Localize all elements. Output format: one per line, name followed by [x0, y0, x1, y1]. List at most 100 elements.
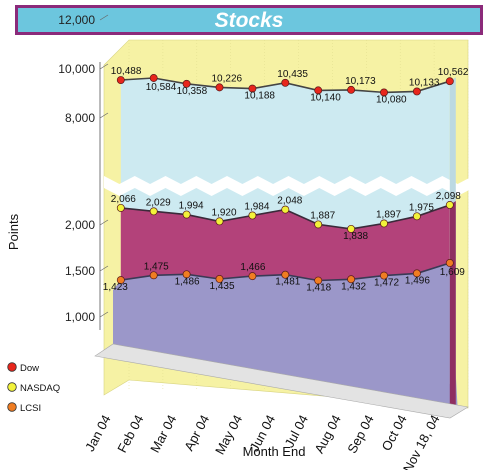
- data-label-lcsi: 1,472: [374, 278, 399, 289]
- y-tick-mark: [99, 265, 109, 272]
- legend-label-lcsi: LCSI: [20, 403, 41, 414]
- y-tick-label: 1,000: [65, 310, 95, 324]
- marker-nasdaq: [412, 212, 421, 221]
- data-label-nasdaq: 1,994: [179, 201, 204, 212]
- marker-lcsi: [215, 275, 224, 283]
- marker-dow: [380, 88, 388, 97]
- data-label-nasdaq: 1,920: [212, 207, 237, 218]
- marker-dow: [149, 74, 158, 82]
- y-tick-mark: [99, 63, 109, 70]
- marker-nasdaq: [281, 205, 290, 214]
- marker-dow: [116, 76, 125, 84]
- data-label-lcsi: 1,475: [144, 261, 169, 272]
- data-label-lcsi: 1,418: [306, 283, 331, 294]
- data-label-lcsi: 1,481: [275, 277, 300, 288]
- data-label-nasdaq: 1,838: [343, 231, 368, 242]
- lcsi-area: [113, 263, 458, 412]
- data-label-dow: 10,488: [111, 66, 142, 77]
- marker-lcsi: [347, 275, 356, 284]
- y-tick-label: 2,000: [65, 218, 95, 232]
- legend-marker-lcsi: [7, 402, 17, 412]
- x-tick-label: Feb 04: [114, 412, 146, 455]
- x-tick-label: Aug 04: [311, 412, 344, 455]
- data-label-nasdaq: 1,975: [409, 202, 434, 213]
- marker-nasdaq: [215, 217, 224, 226]
- x-tick-label: Sep 04: [344, 412, 377, 455]
- data-label-dow: 10,140: [310, 92, 341, 103]
- data-label-dow: 10,080: [376, 94, 407, 105]
- marker-nasdaq: [248, 211, 257, 220]
- marker-dow: [215, 83, 224, 92]
- data-label-lcsi: 1,432: [341, 281, 366, 292]
- data-label-nasdaq: 2,098: [436, 191, 461, 202]
- marker-dow: [347, 85, 356, 94]
- marker-lcsi: [314, 276, 323, 285]
- marker-nasdaq: [445, 201, 454, 209]
- marker-nasdaq: [149, 207, 158, 216]
- marker-nasdaq: [380, 219, 388, 228]
- data-label-lcsi: 1,423: [103, 282, 128, 293]
- x-tick-label: Apr 04: [181, 412, 212, 453]
- marker-dow: [445, 77, 454, 86]
- data-label-dow: 10,133: [409, 77, 440, 88]
- axis-break-band: [104, 176, 473, 196]
- x-tick-label: Mar 04: [147, 412, 179, 455]
- marker-lcsi: [380, 271, 388, 280]
- marker-lcsi: [412, 269, 421, 278]
- y-tick-mark: [99, 311, 109, 318]
- y-tick-mark: [99, 112, 109, 119]
- data-label-nasdaq: 2,066: [111, 194, 136, 205]
- nasdaq-side-face: [449, 201, 456, 412]
- marker-dow: [182, 79, 191, 88]
- marker-nasdaq: [182, 210, 191, 219]
- chart-title-box: Stocks: [15, 5, 483, 35]
- marker-lcsi: [281, 270, 290, 279]
- data-label-nasdaq: 2,048: [277, 196, 302, 207]
- x-axis-title: Month End: [243, 444, 306, 459]
- marker-lcsi: [149, 271, 158, 280]
- data-label-lcsi: 1,466: [240, 262, 265, 273]
- data-label-nasdaq: 1,887: [310, 210, 335, 221]
- marker-nasdaq: [116, 203, 125, 212]
- data-label-dow: 10,435: [277, 69, 308, 80]
- legend-marker-nasdaq: [7, 382, 17, 392]
- x-tick-label: Oct 04: [379, 412, 410, 453]
- marker-lcsi: [182, 270, 191, 279]
- marker-nasdaq: [314, 220, 323, 229]
- legend-label-dow: Dow: [20, 363, 39, 374]
- y-tick-label: 12,000: [58, 13, 95, 27]
- data-label-lcsi: 1,496: [405, 275, 430, 286]
- data-label-lcsi: 1,435: [210, 281, 235, 292]
- data-label-lcsi: 1,486: [175, 276, 200, 287]
- data-label-dow: 10,584: [146, 82, 177, 93]
- marker-lcsi: [445, 259, 454, 267]
- marker-dow: [281, 78, 290, 87]
- marker-lcsi: [248, 272, 257, 281]
- data-label-dow: 10,226: [212, 73, 243, 84]
- marker-lcsi: [116, 276, 125, 285]
- x-tick-label: Jan 04: [82, 412, 114, 454]
- marker-nasdaq: [347, 224, 356, 233]
- data-label-dow: 10,562: [438, 67, 469, 78]
- y-axis-title: Points: [6, 213, 21, 250]
- nasdaq-area: [120, 205, 450, 281]
- y-tick-label: 10,000: [58, 62, 95, 76]
- chart-title: Stocks: [214, 9, 284, 32]
- data-label-dow: 10,173: [345, 76, 376, 87]
- data-label-lcsi: 1,609: [440, 267, 465, 278]
- data-label-dow: 10,358: [177, 86, 208, 97]
- data-label-nasdaq: 1,984: [244, 201, 269, 212]
- marker-dow: [314, 86, 323, 95]
- x-tick-label: May 04: [212, 412, 245, 457]
- marker-dow: [412, 87, 421, 96]
- floor: [94, 343, 469, 419]
- legend-marker-dow: [7, 362, 17, 372]
- y-tick-mark: [99, 219, 109, 226]
- legend-label-nasdaq: NASDAQ: [20, 383, 60, 394]
- data-label-dow: 10,188: [244, 91, 275, 102]
- data-label-nasdaq: 1,897: [376, 209, 401, 220]
- marker-dow: [248, 84, 257, 93]
- y-tick-label: 8,000: [65, 111, 95, 125]
- y-tick-label: 1,500: [65, 264, 95, 278]
